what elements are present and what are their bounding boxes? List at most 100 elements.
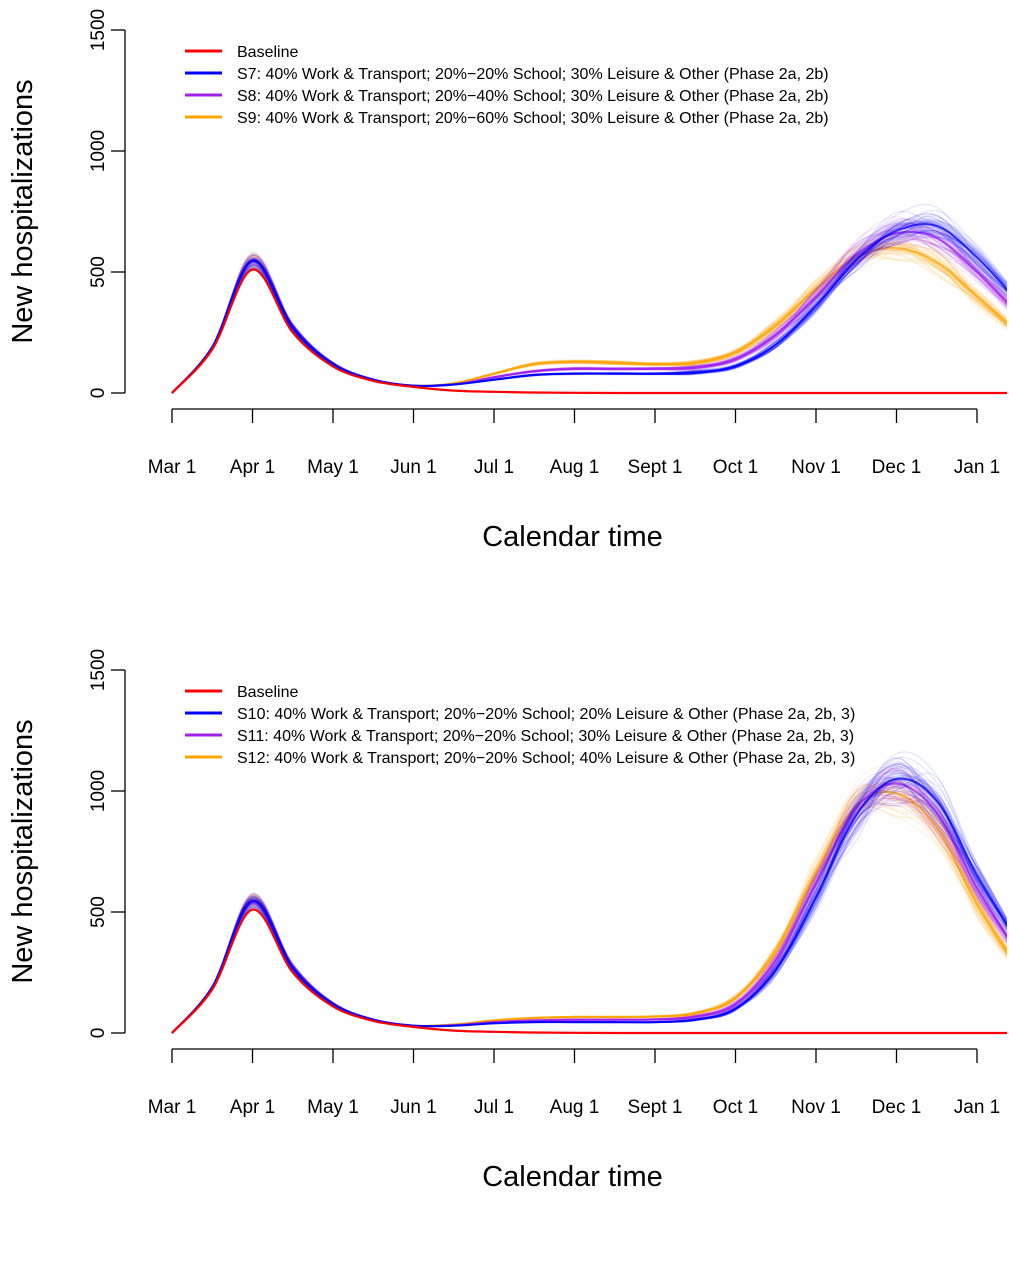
y-tick-label: 500 — [88, 256, 109, 288]
series-realization — [171, 787, 1007, 1034]
y-tick-label: 500 — [88, 896, 109, 928]
x-tick-label: Jun 1 — [390, 1097, 436, 1118]
series-realization — [171, 778, 1007, 1034]
series-realization — [171, 795, 1007, 1034]
legend-label: S8: 40% Work & Transport; 20%−40% School… — [237, 88, 829, 105]
series-realization — [171, 799, 1007, 1034]
legend-label: S9: 40% Work & Transport; 20%−60% School… — [237, 110, 829, 127]
x-tick-label: Aug 1 — [550, 457, 600, 478]
series-realization — [171, 802, 1007, 1034]
series-realization — [171, 787, 1007, 1034]
y-tick-label: 1000 — [88, 770, 109, 812]
series-realization — [171, 782, 1007, 1034]
series-realization — [171, 243, 1007, 394]
y-tick-label: 0 — [88, 1028, 109, 1039]
series-realization — [171, 244, 1007, 394]
series-realization — [171, 244, 1007, 394]
y-axis-title: New hospitalizations — [7, 79, 39, 343]
y-tick-label: 1500 — [88, 9, 109, 51]
series-line — [171, 782, 1007, 1034]
series-realization — [171, 251, 1007, 394]
series-realization — [171, 791, 1007, 1034]
series-realization — [171, 769, 1007, 1034]
series-realization — [171, 246, 1007, 394]
series-ensemble-1 — [171, 204, 1007, 394]
legend-label: Baseline — [237, 44, 298, 61]
series-realization — [171, 245, 1007, 394]
series-realization — [171, 783, 1007, 1034]
series-realization — [171, 241, 1007, 394]
series-realization — [171, 784, 1007, 1034]
series-realization — [171, 242, 1007, 394]
series-realization — [171, 795, 1007, 1034]
series-realization — [171, 787, 1007, 1034]
series-realization — [171, 792, 1007, 1034]
series-realization — [171, 780, 1007, 1034]
series-realization — [171, 781, 1007, 1034]
y-tick-label: 1000 — [88, 130, 109, 172]
series-realization — [171, 781, 1007, 1034]
series-realization — [171, 782, 1007, 1034]
legend-label: Baseline — [237, 684, 298, 701]
series-realization — [171, 775, 1007, 1034]
series-realization — [171, 778, 1007, 1034]
x-tick-label: Jul 1 — [474, 1097, 514, 1118]
series-realization — [171, 252, 1007, 394]
series-realization — [171, 247, 1007, 394]
series-realization — [171, 792, 1007, 1034]
series-realization — [171, 777, 1007, 1034]
series-realization — [171, 795, 1007, 1034]
series-realization — [171, 788, 1007, 1034]
series-realization — [171, 782, 1007, 1034]
series-realization — [171, 244, 1007, 394]
series-realization — [171, 243, 1007, 394]
series-realization — [171, 785, 1007, 1034]
series-realization — [171, 251, 1007, 394]
series-realization — [171, 245, 1007, 394]
series-realization — [171, 781, 1007, 1034]
series-realization — [171, 249, 1007, 394]
series-realization — [171, 784, 1007, 1034]
x-axis-title: Calendar time — [482, 521, 663, 553]
chart-panel-bottom: 0 500 1000 1500 New hospitalizations Mar 1 Apr… — [7, 649, 1007, 1193]
x-tick-label: Apr 1 — [230, 457, 275, 478]
series-realization — [171, 243, 1007, 394]
series-realization — [171, 798, 1007, 1034]
series-realization — [171, 786, 1007, 1034]
series-realization — [171, 250, 1007, 394]
series-realization — [171, 791, 1007, 1034]
series-realization — [171, 797, 1007, 1034]
series-realization — [171, 242, 1007, 394]
x-tick-label: May 1 — [307, 1097, 359, 1118]
x-tick-label: Nov 1 — [791, 1097, 841, 1118]
series-realization — [171, 775, 1007, 1034]
x-tick-label: Dec 1 — [872, 1097, 922, 1118]
legend-label: S11: 40% Work & Transport; 20%−20% Schoo… — [237, 728, 854, 745]
x-tick-label: Apr 1 — [230, 1097, 275, 1118]
legend-label: S12: 40% Work & Transport; 20%−20% Schoo… — [237, 750, 855, 767]
x-tick-label: Jan 1 — [954, 1097, 1000, 1118]
series-realization — [171, 798, 1007, 1034]
x-tick-label: Mar 1 — [148, 457, 197, 478]
series-realization — [171, 782, 1007, 1034]
series-realization — [171, 242, 1007, 394]
series-line — [171, 230, 1007, 394]
series-realization — [171, 778, 1007, 1034]
series-realization — [171, 779, 1007, 1034]
series-realization — [171, 778, 1007, 1034]
series-realization — [171, 801, 1007, 1034]
series-realization — [171, 243, 1007, 394]
series-realization — [171, 778, 1007, 1034]
series-realization — [171, 768, 1007, 1034]
series-realization — [171, 787, 1007, 1034]
x-tick-label: Jul 1 — [474, 457, 514, 478]
series-line — [171, 246, 1007, 394]
series-realization — [171, 780, 1007, 1034]
plot-area — [171, 751, 1007, 1035]
series-realization — [171, 765, 1007, 1034]
series-realization — [171, 785, 1007, 1034]
series-ensemble-1 — [171, 751, 1007, 1034]
series-realization — [171, 790, 1007, 1034]
series-realization — [171, 781, 1007, 1034]
series-realization — [171, 792, 1007, 1034]
